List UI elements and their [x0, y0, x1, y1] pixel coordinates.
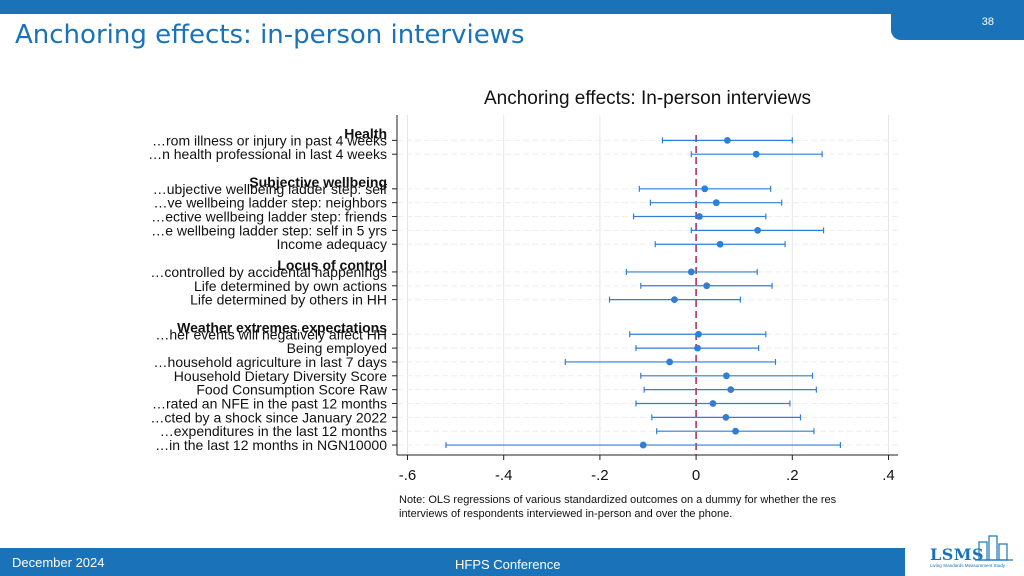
- row-label: …ve wellbeing ladder step: neighbors: [154, 195, 387, 211]
- point-estimate: [752, 150, 760, 158]
- row-label: Life determined by own actions: [194, 278, 387, 294]
- group-header: Health: [344, 125, 387, 141]
- group-header: Subjective wellbeing: [249, 174, 387, 190]
- coefficient-plot: -.6 -.4 -.2 0 .2 .4 Health Subjective wellbein…: [148, 115, 898, 484]
- point-estimate: [709, 400, 717, 407]
- chart-note: Note: OLS regressions of various standar…: [399, 493, 915, 521]
- footer-date: December 2024: [12, 555, 105, 570]
- row-label: Food Consumption Score Raw: [196, 382, 388, 398]
- page-number-tab: 38: [891, 0, 1024, 40]
- row-label: …cted by a shock since January 2022: [150, 409, 387, 425]
- logo-subtext: Living Standards Measurement Study: [930, 563, 1006, 568]
- point-estimate: [716, 240, 724, 248]
- point-estimate: [695, 330, 702, 338]
- row-label: …ubjective wellbeing ladder step: self: [153, 181, 387, 197]
- point-layer: [639, 136, 762, 449]
- logo-text: LSMS: [930, 545, 985, 564]
- row-label: …ective wellbeing ladder step: friends: [151, 209, 387, 225]
- row-label: …controlled by accidental happenings: [150, 264, 387, 280]
- point-estimate: [639, 441, 647, 449]
- footer-bar: December 2024 HFPS Conference: [0, 548, 1024, 576]
- point-estimate: [687, 268, 695, 276]
- point-estimate: [722, 413, 730, 421]
- row-label: …her events will negatively affect HH: [155, 326, 387, 342]
- chart-note-line: Note: OLS regressions of various standar…: [399, 494, 837, 506]
- point-estimate: [732, 427, 739, 435]
- x-tick-label: .2: [786, 467, 799, 484]
- row-label: …rom illness or injury in past 4 weeks: [152, 132, 387, 148]
- point-estimate: [712, 199, 720, 207]
- page-number: 38: [981, 16, 994, 28]
- x-tick-label: -.2: [591, 467, 609, 484]
- point-estimate: [694, 344, 701, 352]
- slide-title: Anchoring effects: in-person interviews: [15, 20, 525, 50]
- row-label: …expenditures in the last 12 months: [160, 423, 387, 439]
- point-estimate: [723, 136, 731, 144]
- row-label: …in the last 12 months in NGN10000: [155, 437, 387, 453]
- point-estimate: [671, 296, 678, 304]
- row-label-layer: Health Subjective wellbeing Locus of contr…: [148, 125, 388, 453]
- group-header: Locus of control: [277, 257, 387, 273]
- chart-note-line: interviews of respondents interviewed in…: [399, 508, 733, 520]
- chart-title: Anchoring effects: In-person interviews: [483, 88, 812, 109]
- x-tick-label: 0: [692, 467, 700, 484]
- row-label: Life determined by others in HH: [190, 292, 387, 308]
- row-label: …e wellbeing ladder step: self in 5 yrs: [151, 222, 387, 238]
- group-header: Weather extremes expectations: [177, 319, 387, 335]
- ci-layer: [445, 137, 842, 449]
- lsms-logo: LSMS Living Standards Measurement Study: [905, 530, 1024, 576]
- building-icon: [975, 535, 1013, 561]
- point-estimate: [696, 213, 703, 220]
- point-estimate: [723, 372, 730, 380]
- point-estimate: [727, 386, 735, 394]
- axis-layer: -.6 -.4 -.2 0 .2 .4: [392, 115, 898, 484]
- footer-conference: HFPS Conference: [455, 557, 561, 572]
- top-banner: [0, 0, 1024, 14]
- row-label: Household Dietary Diversity Score: [174, 368, 387, 384]
- row-label: …household agriculture in last 7 days: [154, 354, 387, 370]
- row-label: …rated an NFE in the past 12 months: [152, 396, 387, 412]
- point-estimate: [754, 226, 762, 234]
- row-label: …n health professional in last 4 weeks: [148, 146, 387, 162]
- row-label: Being employed: [287, 340, 387, 356]
- x-tick-label: -.4: [495, 467, 513, 484]
- point-estimate: [666, 358, 674, 366]
- row-label: Income adequacy: [276, 236, 387, 252]
- point-estimate: [701, 185, 709, 193]
- point-estimate: [703, 282, 711, 290]
- x-tick-label: -.6: [399, 467, 417, 484]
- x-tick-label: .4: [882, 467, 895, 484]
